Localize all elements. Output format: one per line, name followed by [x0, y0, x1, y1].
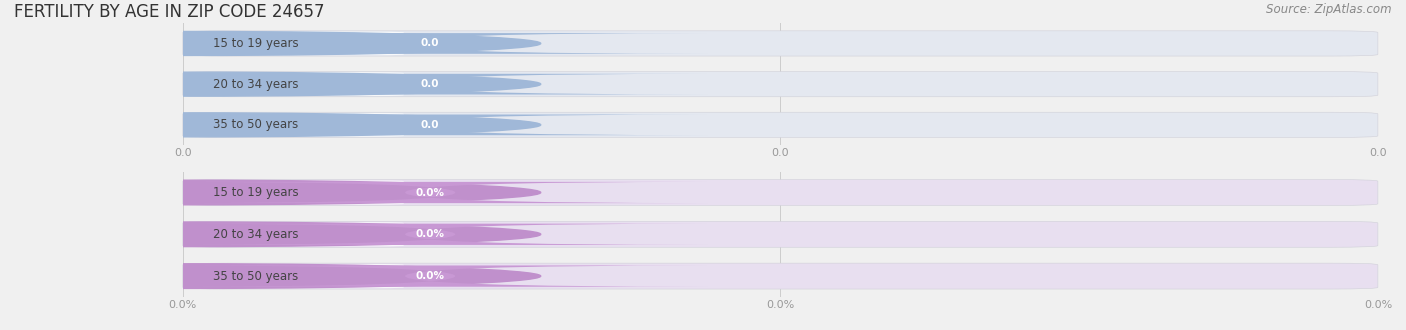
Text: 0.0%: 0.0%	[416, 187, 444, 197]
FancyBboxPatch shape	[193, 72, 404, 96]
Circle shape	[0, 72, 541, 96]
Circle shape	[0, 264, 541, 288]
FancyBboxPatch shape	[193, 222, 404, 247]
FancyBboxPatch shape	[183, 221, 1378, 247]
FancyBboxPatch shape	[183, 72, 1378, 97]
FancyBboxPatch shape	[152, 33, 709, 54]
Circle shape	[0, 113, 541, 137]
Text: 15 to 19 years: 15 to 19 years	[212, 186, 298, 199]
Text: 35 to 50 years: 35 to 50 years	[212, 270, 298, 282]
FancyBboxPatch shape	[193, 32, 404, 55]
FancyBboxPatch shape	[152, 182, 709, 203]
FancyBboxPatch shape	[152, 224, 709, 245]
Text: 0.0: 0.0	[420, 79, 440, 89]
Circle shape	[0, 180, 541, 205]
Text: 0.0: 0.0	[420, 120, 440, 130]
Text: 0.0%: 0.0%	[416, 271, 444, 281]
Text: Source: ZipAtlas.com: Source: ZipAtlas.com	[1267, 3, 1392, 16]
Text: 0.0%: 0.0%	[416, 229, 444, 239]
FancyBboxPatch shape	[193, 181, 404, 205]
Text: 20 to 34 years: 20 to 34 years	[212, 78, 298, 91]
FancyBboxPatch shape	[183, 263, 1378, 289]
FancyBboxPatch shape	[183, 31, 1378, 56]
FancyBboxPatch shape	[152, 265, 709, 287]
Text: 35 to 50 years: 35 to 50 years	[212, 118, 298, 131]
Circle shape	[0, 31, 541, 55]
Text: 15 to 19 years: 15 to 19 years	[212, 37, 298, 50]
FancyBboxPatch shape	[183, 112, 1378, 138]
FancyBboxPatch shape	[183, 180, 1378, 206]
Circle shape	[0, 222, 541, 247]
Text: 20 to 34 years: 20 to 34 years	[212, 228, 298, 241]
Text: 0.0: 0.0	[420, 39, 440, 49]
FancyBboxPatch shape	[152, 74, 709, 94]
FancyBboxPatch shape	[193, 264, 404, 288]
FancyBboxPatch shape	[193, 113, 404, 137]
Text: FERTILITY BY AGE IN ZIP CODE 24657: FERTILITY BY AGE IN ZIP CODE 24657	[14, 3, 325, 21]
FancyBboxPatch shape	[152, 115, 709, 135]
